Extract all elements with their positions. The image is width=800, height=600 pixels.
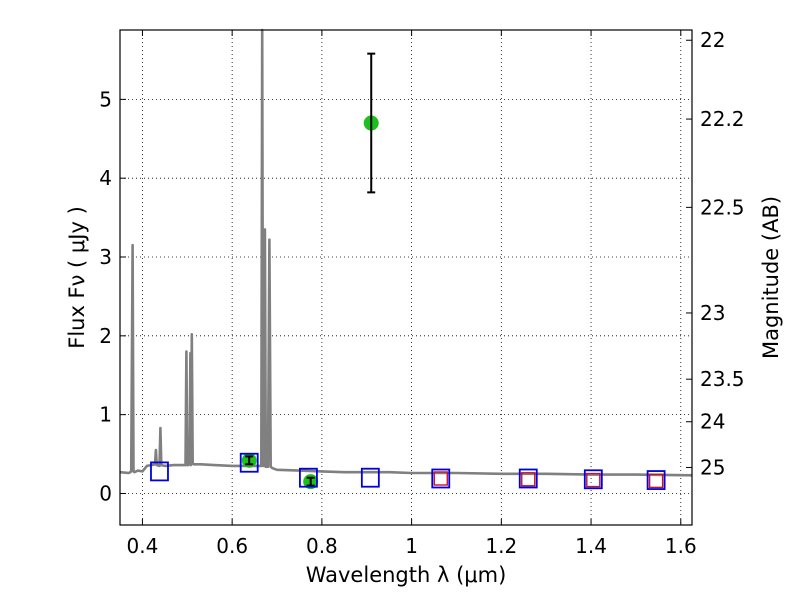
x-tick-label: 0.8 [306, 534, 338, 558]
x-tick-label: 1 [405, 534, 418, 558]
model-photometry-marker [646, 470, 666, 490]
y-tick-label: 5 [99, 87, 112, 111]
right-tick-label: 22 [700, 28, 725, 52]
y-tick-label: 2 [99, 324, 112, 348]
alt-photometry-marker [521, 472, 536, 487]
model-photometry-marker [239, 452, 259, 473]
model-photometry-marker [583, 469, 603, 490]
right-tick-label: 23 [700, 301, 725, 325]
alt-photometry-marker [433, 471, 448, 486]
model-photometry-marker [518, 468, 538, 489]
x-tick-label: 0.4 [127, 534, 159, 558]
x-tick-label: 1.6 [665, 534, 697, 558]
model-photometry-marker [431, 468, 451, 489]
right-tick-label: 24 [700, 410, 725, 434]
y-tick-label: 4 [99, 166, 112, 190]
y-tick-label: 1 [99, 403, 112, 427]
alt-photometry-marker [586, 472, 601, 488]
y-tick-label: 0 [99, 481, 112, 505]
right-tick-label: 25 [700, 455, 725, 479]
grid-lines [120, 30, 692, 525]
plot-frame [119, 29, 693, 526]
y-tick-label: 3 [99, 245, 112, 269]
x-tick-label: 0.6 [216, 534, 248, 558]
y-axis-label: Flux Fν ( μJy ) [65, 206, 89, 349]
x-axis-label: Wavelength λ (μm) [306, 563, 507, 587]
axis-ticks: 0.4 0.6 0.8 1 1.2 1.4 1.60123452222.222.52323.… [99, 28, 744, 558]
model-photometry-marker [150, 461, 169, 482]
y-axis-right-label: Magnitude (AB) [759, 196, 783, 359]
x-tick-label: 1.4 [575, 534, 607, 558]
right-tick-label: 22.5 [700, 195, 745, 219]
right-tick-label: 22.2 [700, 107, 745, 131]
plot-data [119, 28, 693, 490]
x-tick-label: 1.2 [485, 534, 517, 558]
model-photometry-marker [299, 467, 318, 488]
alt-photometry-marker [648, 473, 664, 489]
right-tick-label: 23.5 [700, 367, 745, 391]
model-photometry-marker [360, 467, 380, 488]
model-spectrum-line [119, 28, 693, 477]
